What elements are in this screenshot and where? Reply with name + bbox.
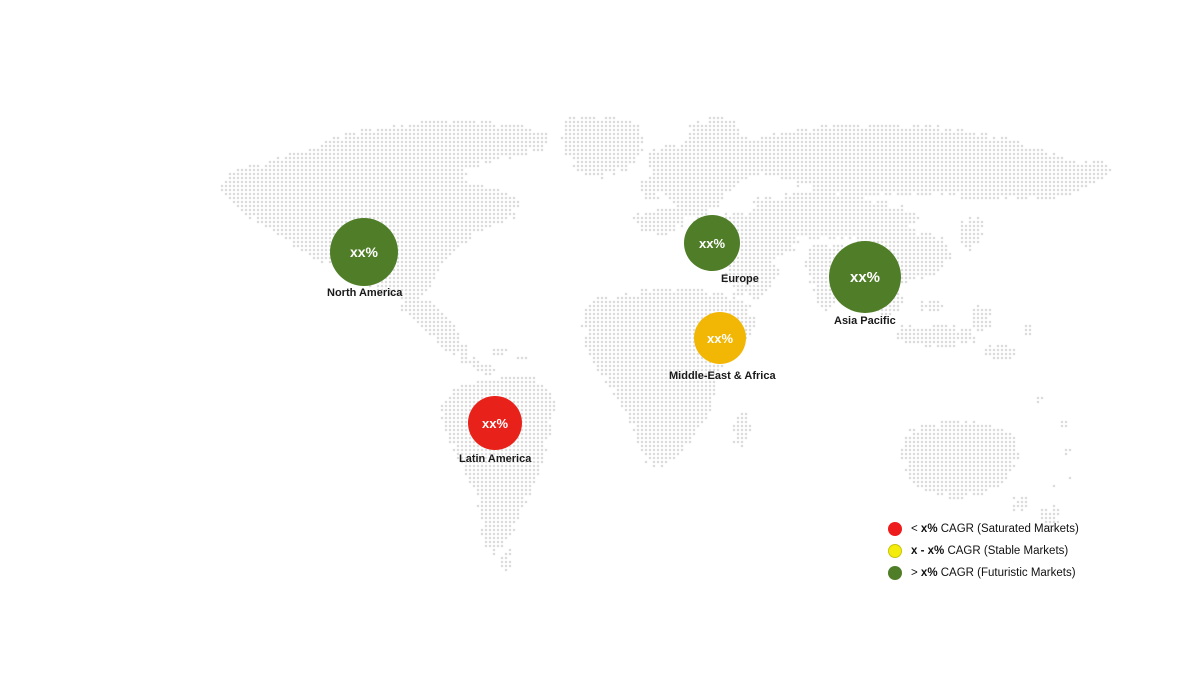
region-label: Middle-East & Africa — [669, 370, 776, 382]
legend-marker-icon — [888, 566, 902, 580]
region-value: xx% — [698, 235, 726, 251]
region-value: xx% — [849, 268, 881, 286]
region-value: xx% — [349, 244, 379, 260]
region-label: Asia Pacific — [834, 315, 896, 327]
region-value: xx% — [481, 415, 509, 431]
region-label: Latin America — [459, 453, 532, 465]
region-bubble-europe[interactable]: xx% — [684, 215, 740, 271]
region-bubble-north-america[interactable]: xx% — [330, 218, 398, 286]
legend-item[interactable]: < x% CAGR (Saturated Markets) — [888, 518, 1188, 540]
region-value: xx% — [706, 330, 734, 346]
legend-label: > x% CAGR (Futuristic Markets) — [911, 567, 1076, 579]
legend-item[interactable]: > x% CAGR (Futuristic Markets) — [888, 562, 1188, 584]
legend-label: < x% CAGR (Saturated Markets) — [911, 523, 1079, 535]
region-bubble-middle-east-africa[interactable]: xx% — [694, 312, 746, 364]
legend-marker-icon — [888, 544, 902, 558]
legend-label: x - x% CAGR (Stable Markets) — [911, 545, 1069, 557]
legend-item[interactable]: x - x% CAGR (Stable Markets) — [888, 540, 1188, 562]
region-label: Europe — [721, 273, 759, 285]
region-label: North America — [327, 287, 403, 299]
legend: < x% CAGR (Saturated Markets) x - x% CAGR… — [888, 518, 1188, 584]
legend-marker-icon — [888, 522, 902, 536]
region-bubble-asia-pacific[interactable]: xx% — [829, 241, 901, 313]
region-bubble-latin-america[interactable]: xx% — [468, 396, 522, 450]
